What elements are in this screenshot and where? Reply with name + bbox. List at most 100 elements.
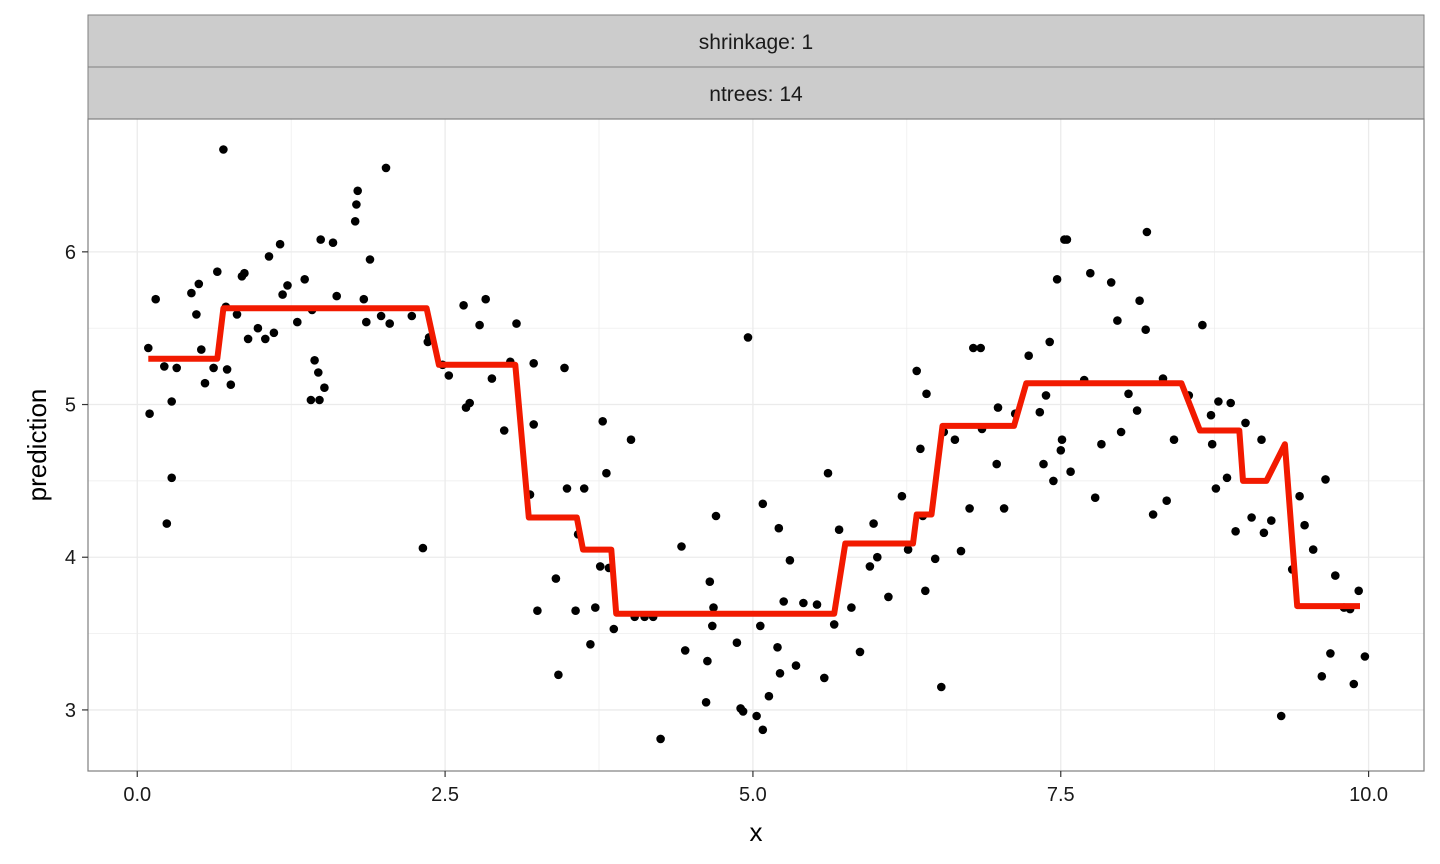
y-tick-label: 4 (65, 547, 76, 569)
data-point (873, 552, 882, 562)
data-point (481, 294, 491, 304)
data-point (1295, 491, 1304, 501)
data-point (799, 598, 808, 608)
data-point (571, 606, 580, 615)
data-point (1132, 406, 1142, 415)
x-tick-label: 0.0 (123, 784, 151, 806)
data-point (160, 362, 169, 371)
data-point (1214, 397, 1223, 406)
data-point (350, 217, 360, 226)
data-point (1041, 391, 1051, 400)
data-point (579, 484, 589, 493)
x-tick-label: 7.5 (1047, 784, 1075, 806)
gridlines (88, 119, 1424, 771)
data-point (774, 523, 784, 533)
data-point (332, 291, 342, 301)
data-point (222, 365, 232, 374)
data-point (197, 345, 206, 354)
data-point (269, 328, 279, 338)
data-point (829, 620, 839, 629)
data-point (512, 319, 521, 328)
data-point (1222, 473, 1232, 483)
x-axis-ticks: 0.0 2.5 5.0 7.5 10.0 (123, 771, 1388, 806)
data-point (884, 592, 893, 602)
data-point (922, 389, 931, 399)
data-point (365, 255, 375, 264)
data-point (529, 359, 538, 368)
data-point (560, 363, 569, 373)
data-point (261, 334, 270, 344)
data-point (172, 363, 181, 373)
data-point (1090, 493, 1100, 503)
data-point (243, 334, 253, 344)
data-point (376, 311, 386, 321)
data-point (764, 691, 774, 701)
data-point (306, 395, 316, 405)
data-point (1039, 459, 1048, 469)
data-point (823, 468, 833, 478)
strip-label-ntrees: ntrees: 14 (709, 83, 803, 106)
data-point (300, 275, 310, 284)
data-point (758, 499, 768, 509)
data-point (598, 417, 607, 426)
prediction-line-layer (148, 305, 1360, 617)
data-point (855, 647, 865, 657)
data-point (381, 163, 391, 173)
data-point (1206, 410, 1216, 420)
data-point (253, 323, 263, 333)
data-point (743, 333, 753, 342)
data-point (1148, 510, 1158, 519)
y-tick-label: 3 (65, 700, 76, 722)
data-point (1124, 389, 1133, 399)
data-point (1035, 407, 1045, 417)
data-point (240, 268, 249, 278)
data-point (950, 435, 960, 445)
data-point (956, 546, 966, 556)
data-point (1331, 571, 1340, 580)
data-point (1066, 467, 1075, 477)
data-point (1097, 439, 1106, 449)
data-point (609, 624, 619, 634)
data-point (320, 383, 329, 393)
data-point (533, 606, 542, 615)
data-point (232, 310, 242, 319)
data-point (930, 554, 940, 564)
data-point (595, 562, 605, 571)
data-point (912, 366, 921, 376)
facet-strip-1: shrinkage: 1 (87, 14, 1425, 68)
data-point (1169, 435, 1179, 445)
panel-border (87, 118, 1425, 772)
data-point (820, 673, 829, 683)
data-point (275, 239, 285, 249)
plot-panel (88, 119, 1424, 771)
data-point (283, 281, 292, 290)
data-point (407, 311, 417, 321)
data-point (969, 343, 978, 353)
data-point (1211, 484, 1221, 493)
data-point (1321, 475, 1330, 484)
data-point (264, 252, 274, 261)
data-point (711, 511, 721, 521)
data-point (187, 288, 196, 298)
data-point (293, 317, 302, 327)
x-tick-label: 10.0 (1349, 784, 1388, 806)
data-point (916, 444, 925, 454)
data-point (1231, 527, 1240, 536)
data-point (1241, 418, 1250, 428)
data-point (418, 543, 428, 553)
data-point (1326, 649, 1335, 658)
data-point (992, 459, 1001, 469)
data-point (791, 661, 801, 670)
data-point (732, 638, 742, 647)
x-tick-label: 5.0 (739, 784, 767, 806)
data-point (353, 186, 363, 196)
data-point (758, 725, 768, 735)
scatter-points (144, 145, 1370, 744)
data-point (192, 310, 201, 319)
data-point (1113, 316, 1122, 325)
data-point (314, 368, 323, 377)
data-point (677, 542, 686, 551)
data-point (785, 556, 795, 565)
data-point (847, 603, 856, 612)
data-point (1317, 672, 1327, 681)
